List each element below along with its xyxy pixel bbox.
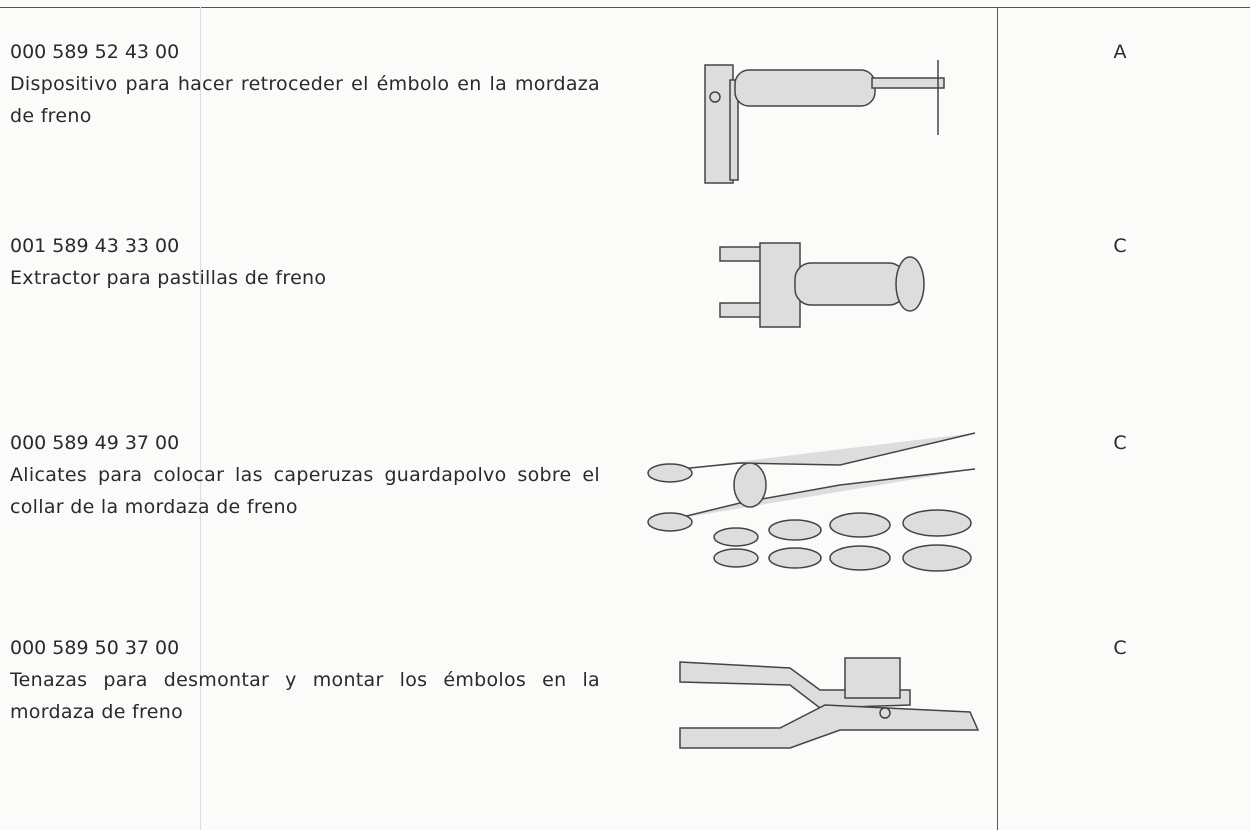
part-number: 001 589 43 33 00	[10, 235, 180, 257]
part-number: 000 589 50 37 00	[10, 637, 180, 659]
item: 000 589 52 43 00 Dispositivo para hacer r…	[10, 36, 600, 132]
description: Tenazas para desmontar y montar los émbo…	[10, 669, 600, 723]
tool-illustration	[679, 657, 980, 749]
top-rule	[0, 7, 1250, 8]
description: Dispositivo para hacer retroceder el émb…	[10, 73, 600, 127]
class-letter: C	[1113, 637, 1127, 659]
class-letter: A	[1113, 41, 1127, 63]
part-number: 000 589 52 43 00	[10, 41, 180, 63]
class-letter: C	[1113, 432, 1127, 454]
description: Extractor para pastillas de freno	[10, 267, 327, 289]
scan-line	[200, 7, 201, 830]
tool-illustration	[719, 242, 925, 328]
column-rule	[997, 7, 998, 830]
tool-illustration	[647, 432, 976, 572]
item: 000 589 50 37 00 Tenazas para desmontar y…	[10, 632, 600, 728]
item: 000 589 49 37 00 Alicates para colocar la…	[10, 427, 600, 523]
item: 001 589 43 33 00 Extractor para pastillas…	[10, 230, 600, 294]
class-letter: C	[1113, 235, 1127, 257]
description: Alicates para colocar las caperuzas guar…	[10, 464, 600, 518]
tool-illustration	[704, 60, 945, 184]
part-number: 000 589 49 37 00	[10, 432, 180, 454]
